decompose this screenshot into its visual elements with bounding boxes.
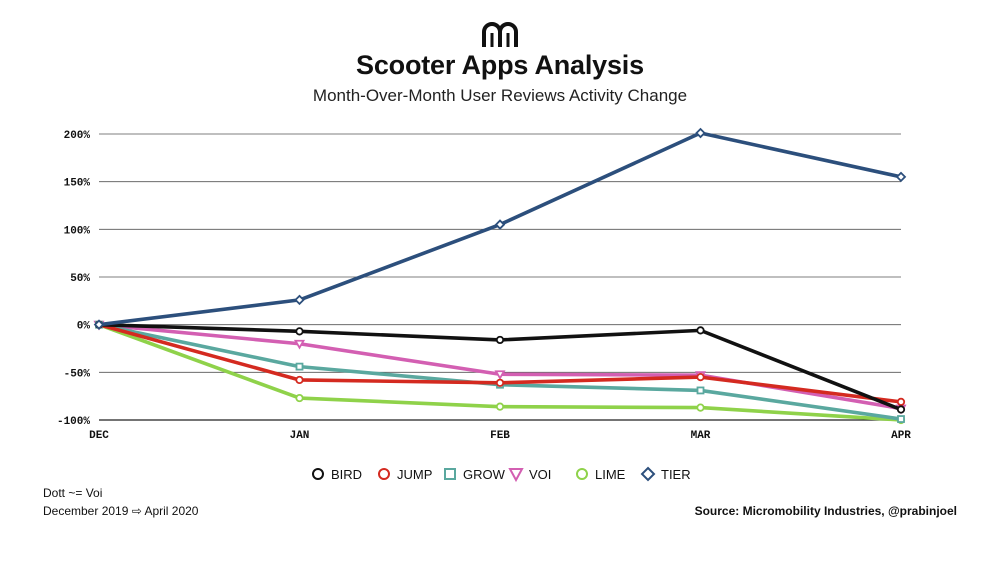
micromobility-logo-icon [482,22,518,47]
legend-marker-tier [640,466,656,482]
data-point-grow [696,386,705,395]
data-point-jump [896,397,906,406]
y-tick-label: -50% [64,368,91,380]
legend-marker-jump [378,468,390,480]
data-point-lime [696,403,705,412]
x-tick-label: APR [891,430,911,442]
data-point-lime [495,402,505,411]
legend-label-bird: BIRD [331,467,362,482]
data-point-voi [494,370,506,381]
legend-label-lime: LIME [595,467,626,482]
data-point-tier [695,127,706,139]
data-point-voi [293,339,306,350]
chart-subtitle: Month-Over-Month User Reviews Activity C… [312,86,688,105]
data-point-jump [696,372,705,382]
legend-marker-bird [312,468,324,480]
y-tick-label: 200% [64,130,91,142]
data-point-jump [295,375,304,385]
legend-label-tier: TIER [661,467,691,482]
legend-marker-lime [576,468,588,480]
y-tick-label: 0% [77,321,91,333]
data-point-bird [495,335,505,345]
legend-marker-voi [508,468,524,483]
data-point-tier [895,171,907,183]
data-point-tier [494,219,506,230]
y-tick-label: -100% [57,416,90,428]
source-credit: Source: Micromobility Industries, @prabi… [694,504,957,518]
data-point-jump [495,378,505,387]
footnote-dott: Dott ~= Voi [43,486,103,500]
data-point-lime [295,393,304,403]
x-tick-label: JAN [290,430,310,442]
x-tick-label: MAR [691,430,711,442]
legend-label-voi: VOI [529,467,551,482]
x-tick-label: DEC [89,430,109,442]
data-point-grow [897,415,905,423]
legend-label-jump: JUMP [397,467,432,482]
data-point-bird [696,326,705,335]
data-point-bird [896,405,906,414]
x-tick-label: FEB [490,430,510,442]
chart-title: Scooter Apps Analysis [356,50,644,80]
legend-label-grow: GROW [463,467,506,482]
footnote-date-range: December 2019 ⇨ April 2020 [43,504,199,518]
data-point-tier [294,294,305,306]
data-point-grow [295,362,304,371]
data-point-bird [295,327,304,336]
y-tick-label: 150% [64,178,91,190]
y-tick-label: 100% [64,225,91,237]
y-tick-label: 50% [70,273,90,285]
data-point-tier [93,319,105,330]
legend-marker-grow [444,468,456,480]
